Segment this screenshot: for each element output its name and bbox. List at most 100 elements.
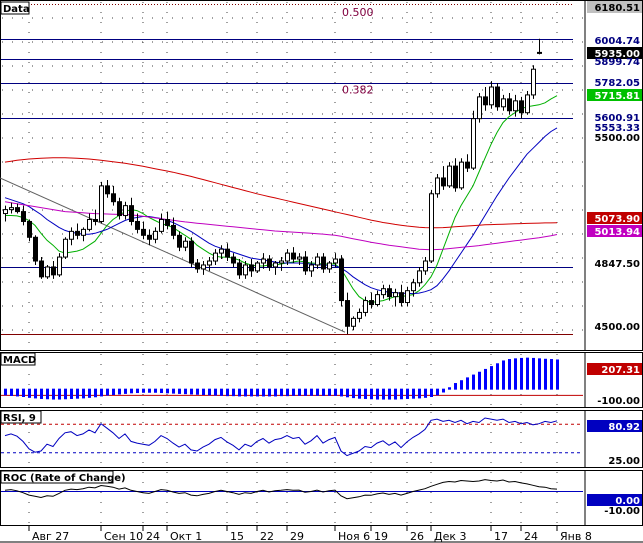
x-tick-label: Дек 3: [434, 530, 467, 543]
candle-body: [213, 252, 218, 262]
candle-body: [471, 118, 476, 169]
rsi-value-label: 80.92: [608, 422, 640, 433]
candle: [87, 213, 92, 232]
candle: [63, 237, 68, 260]
candle: [219, 245, 224, 260]
macd-tick-label: -100.00: [597, 396, 640, 407]
candle: [213, 249, 218, 265]
level-label: 5935.00: [594, 49, 640, 60]
candle-body: [363, 300, 368, 313]
candle-body: [231, 256, 236, 264]
x-tick-label: Сен 10: [104, 530, 143, 543]
candle: [321, 253, 326, 273]
candle-body: [351, 317, 356, 327]
macd-value-bg: [587, 363, 642, 375]
candle: [351, 316, 356, 331]
moving-average-line: [4, 201, 558, 251]
candle: [399, 284, 404, 307]
candle: [123, 201, 128, 220]
candle-body: [207, 260, 212, 266]
roc-value-label: 0.00: [615, 496, 640, 507]
candle-body: [117, 201, 122, 217]
moving-average-line: [4, 157, 558, 229]
candle: [333, 253, 338, 267]
candle: [429, 189, 434, 263]
candle: [3, 205, 8, 222]
panel-title-box: [0, 352, 36, 366]
candle: [249, 259, 254, 277]
candle-body: [81, 228, 86, 236]
candle-body: [153, 230, 158, 240]
candle-body: [369, 300, 374, 306]
level-label: 5782.05: [594, 78, 640, 89]
candle-body: [315, 256, 320, 266]
candle-body: [267, 258, 272, 268]
candle: [453, 158, 458, 192]
level-label-bg: [587, 225, 642, 237]
candle: [357, 308, 362, 323]
candle-body: [339, 258, 344, 302]
candle-body: [75, 230, 80, 236]
candle-body: [21, 211, 26, 222]
candle: [501, 94, 506, 111]
panel-title: RSI, 9: [3, 413, 36, 424]
roc-tick-label: -10.00: [604, 506, 640, 517]
level-label: 5013.94: [594, 227, 640, 238]
candle: [147, 229, 152, 246]
candle-body: [507, 98, 512, 112]
candlesticks: [3, 38, 542, 335]
candle: [525, 90, 530, 115]
candle: [141, 221, 146, 240]
candle-body: [27, 220, 32, 238]
x-tick-label: Ноя 6: [338, 530, 370, 543]
level-label: 5073.90: [594, 214, 640, 225]
candle: [57, 253, 62, 277]
fib-level-label: 0.382: [342, 84, 374, 97]
candle-body: [303, 256, 308, 272]
rsi-line: [4, 417, 558, 457]
candle: [93, 209, 98, 226]
candle: [21, 205, 26, 226]
candle: [39, 257, 44, 279]
candle-body: [249, 264, 254, 272]
price-tick-label: 5500.00: [594, 133, 640, 144]
x-tick-label: 26: [410, 530, 424, 543]
candle-body: [495, 86, 500, 108]
x-tick-label: Янв 8: [560, 530, 592, 543]
candle-body: [285, 252, 290, 262]
candle: [9, 202, 14, 214]
candle: [267, 255, 272, 271]
candle: [537, 38, 542, 55]
candle-body: [393, 292, 398, 298]
candle-body: [321, 256, 326, 270]
candle: [309, 261, 314, 277]
candle: [45, 264, 50, 279]
candle-body: [447, 165, 452, 187]
candle: [483, 87, 488, 111]
candle: [75, 223, 80, 240]
level-label: 6004.74: [594, 36, 640, 47]
candle-body: [69, 230, 74, 240]
candle-body: [489, 86, 494, 106]
roc-line: [4, 479, 558, 500]
candle-body: [345, 300, 350, 327]
candle-body: [429, 193, 434, 262]
candle-body: [189, 240, 194, 264]
candle-body: [525, 94, 530, 114]
candle-body: [387, 288, 392, 298]
candle-body: [243, 264, 248, 276]
candle-body: [183, 240, 188, 248]
x-tick-label: 24: [524, 530, 538, 543]
candle-body: [219, 248, 224, 254]
candle: [261, 253, 266, 269]
candle-body: [399, 292, 404, 304]
candle: [291, 247, 296, 263]
level-label: 6180.51: [594, 3, 640, 14]
candle-body: [129, 205, 134, 222]
candle-body: [63, 238, 68, 258]
candle: [327, 261, 332, 273]
x-tick-label: 24: [146, 530, 160, 543]
candle-body: [237, 262, 242, 276]
candle-body: [141, 228, 146, 236]
candle: [489, 81, 494, 109]
